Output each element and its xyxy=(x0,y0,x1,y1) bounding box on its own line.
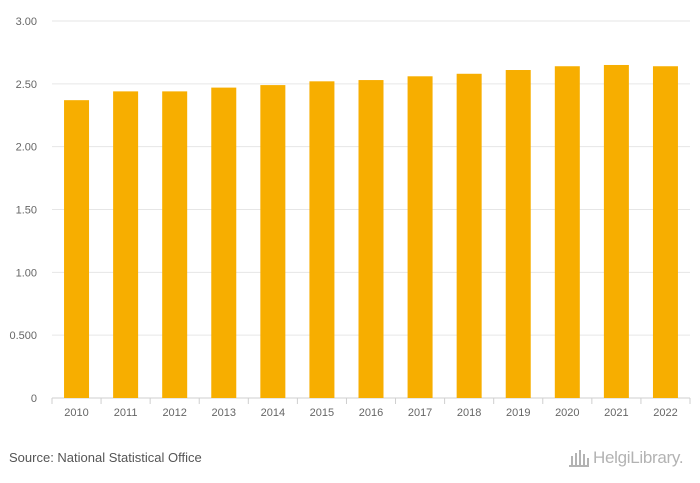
source-note: Source: National Statistical Office xyxy=(9,450,202,465)
bar xyxy=(603,64,629,398)
x-tick-label: 2021 xyxy=(604,407,628,419)
y-tick-label: 2.00 xyxy=(16,142,37,154)
bar xyxy=(162,91,188,398)
y-tick-label: 3.00 xyxy=(16,16,37,28)
logo-text: HelgiLibrary. xyxy=(593,448,684,467)
bar xyxy=(407,76,433,398)
bar xyxy=(260,85,286,398)
y-tick-label: 1.00 xyxy=(16,267,37,279)
y-tick-label: 1.50 xyxy=(16,205,37,217)
x-tick-label: 2018 xyxy=(457,407,481,419)
bar xyxy=(358,80,384,399)
y-tick-label: 0 xyxy=(31,393,37,405)
bar xyxy=(64,100,90,399)
helgilibrary-logo[interactable]: HelgiLibrary. xyxy=(568,448,684,468)
x-tick-label: 2014 xyxy=(261,407,285,419)
x-tick-label: 2012 xyxy=(162,407,186,419)
bar xyxy=(211,87,237,398)
bar xyxy=(309,81,335,398)
x-tick-label: 2015 xyxy=(310,407,334,419)
y-tick-label: 2.50 xyxy=(16,79,37,91)
x-tick-label: 2019 xyxy=(506,407,530,419)
x-tick-label: 2016 xyxy=(359,407,383,419)
bar xyxy=(505,70,531,398)
bar xyxy=(456,73,482,398)
bar-chart: 0 0.500 1.00 1.50 2.00 2.50 3.00 2010 2011 2012 20… xyxy=(9,16,691,419)
bar xyxy=(554,66,580,399)
x-tick-label: 2020 xyxy=(555,407,579,419)
y-tick-label: 0.500 xyxy=(9,330,37,342)
bar xyxy=(652,66,678,399)
x-tick-label: 2017 xyxy=(408,407,432,419)
x-tick-label: 2013 xyxy=(212,407,236,419)
x-tick-label: 2010 xyxy=(64,407,88,419)
library-building-icon xyxy=(569,450,589,467)
x-tick-label: 2022 xyxy=(653,407,677,419)
x-tick-label: 2011 xyxy=(114,407,138,419)
bar xyxy=(113,91,139,398)
